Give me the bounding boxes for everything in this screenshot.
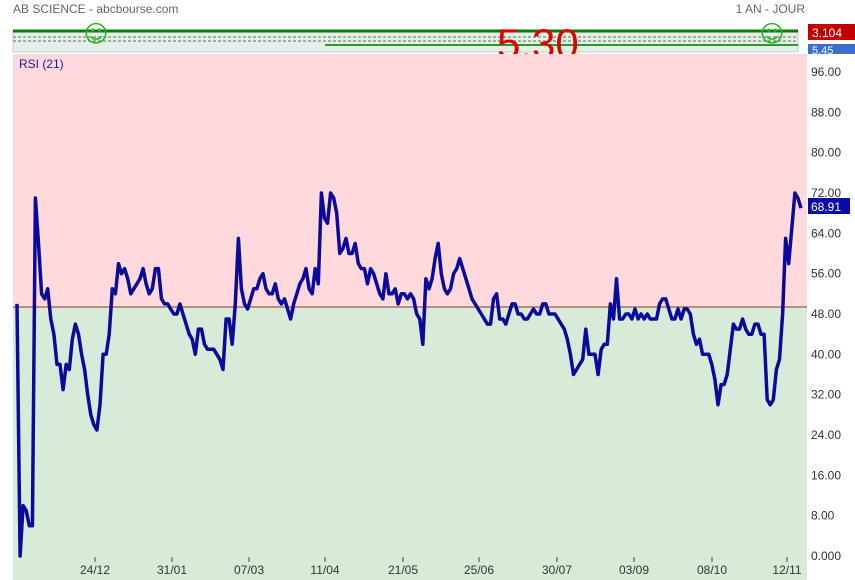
- y-tick-label: 8.00: [811, 509, 835, 523]
- x-tick-label: 31/01: [157, 563, 187, 577]
- x-tick-label: 30/07: [542, 563, 572, 577]
- x-tick-label: 24/12: [80, 563, 110, 577]
- price-badge: 3.104: [812, 26, 842, 40]
- period-label: 1 AN - JOUR: [735, 2, 805, 16]
- overbought-zone: [13, 54, 807, 307]
- y-tick-label: 88.00: [811, 105, 841, 119]
- y-tick-label: 72.00: [811, 186, 841, 200]
- y-tick-label: 56.00: [811, 267, 841, 281]
- smiley-icon-right: ☺: [759, 20, 784, 48]
- x-tick-label: 25/06: [464, 563, 494, 577]
- rsi-series-line: [15, 191, 803, 558]
- x-tick-label: 07/03: [234, 563, 264, 577]
- chart-title: AB SCIENCE - abcbourse.com: [13, 2, 179, 16]
- y-tick-label: 32.00: [811, 388, 841, 402]
- legend-rsi: RSI (21): [19, 57, 64, 71]
- y-tick-label: 80.00: [811, 146, 841, 160]
- y-tick-label: 64.00: [811, 226, 841, 240]
- x-tick-label: 03/09: [619, 563, 649, 577]
- x-tick-label: 21/05: [388, 563, 418, 577]
- y-tick-label: 96.00: [811, 65, 841, 79]
- price-badge-2: 5.45: [812, 45, 833, 57]
- oversold-zone: [13, 307, 807, 580]
- smiley-icon-left: ☺: [83, 20, 108, 48]
- y-tick-label: 16.00: [811, 468, 841, 482]
- x-tick-label: 12/11: [772, 563, 801, 577]
- y-tick-label: 48.00: [811, 307, 841, 321]
- y-tick-label: 40.00: [811, 347, 841, 361]
- y-tick-label: 0.000: [811, 549, 841, 563]
- x-tick-label: 08/10: [697, 563, 727, 577]
- x-tick-label: 11/04: [310, 563, 339, 577]
- rsi-value-label: 68.91: [811, 200, 841, 214]
- rsi-value-badge: [808, 198, 850, 214]
- y-tick-label: 24.00: [811, 428, 841, 442]
